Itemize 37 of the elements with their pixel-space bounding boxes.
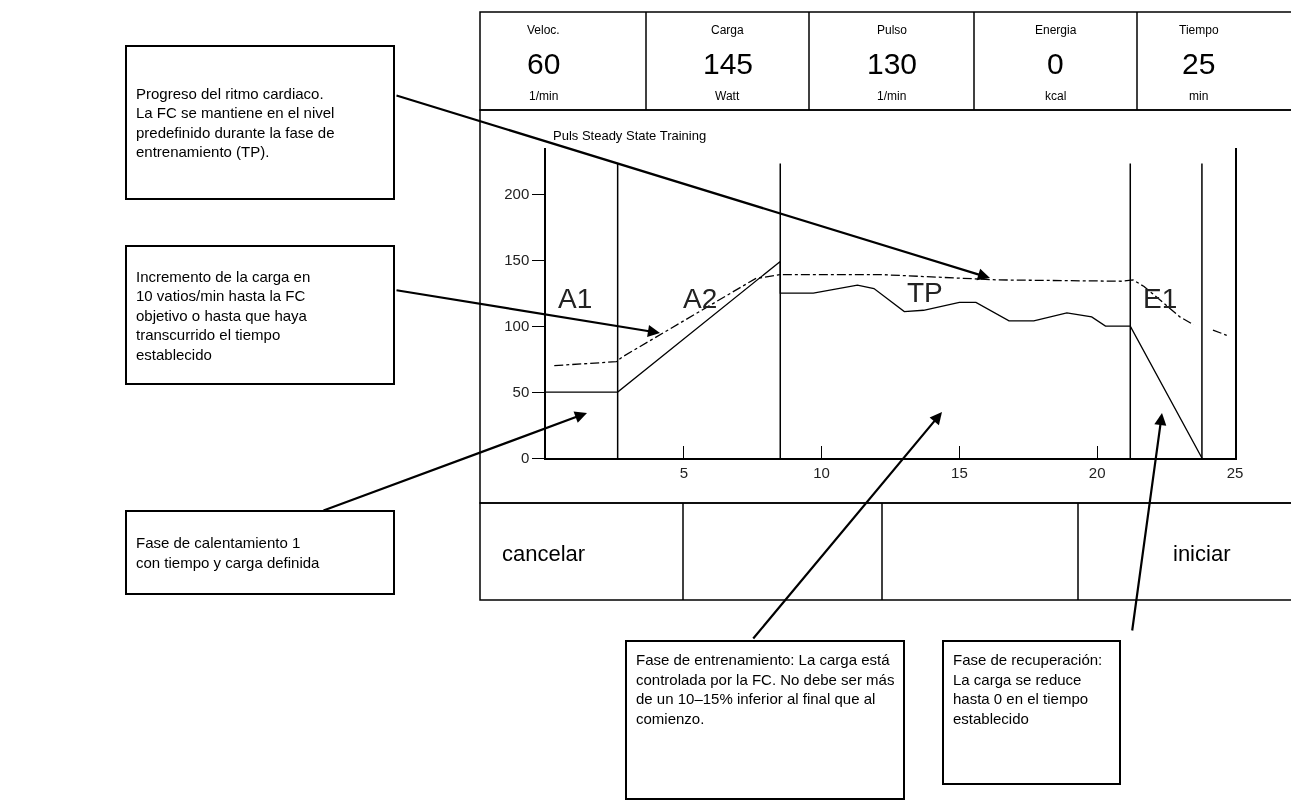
x-tick-label: 15 (951, 463, 968, 481)
text: 145 (703, 47, 754, 80)
text: 25 (1182, 47, 1216, 80)
text: Watt (715, 89, 740, 103)
text: 1/min (529, 89, 559, 103)
text: Fase de calentamiento 1 con tiempo y carga definida (136, 534, 321, 571)
text: Veloc. (527, 23, 560, 37)
text: 0 (1047, 47, 1064, 80)
y-tick-label: 150 (504, 251, 530, 269)
x-tick-label: 20 (1088, 463, 1106, 481)
x-tick-label: 10 (813, 463, 830, 481)
annotation: E1 (1143, 283, 1178, 314)
text: Fase de entrenamiento: La carga está controlada por la FC. No debe ser más de un 10–15% inferior al final que al comienzo. (636, 651, 895, 727)
text: min (1189, 89, 1209, 103)
text: Energia (1035, 23, 1077, 37)
text: Incremento de la carga en 10 vatios/min hasta la FC objetivo o hasta que haya transcurrido el tiempo establecido (136, 267, 311, 363)
text: cancelar (502, 541, 586, 566)
text: iniciar (1173, 541, 1231, 566)
text: 130 (867, 47, 918, 80)
chart-title: Puls Steady State Training (553, 127, 707, 143)
text: 1/min (877, 89, 907, 103)
annotation: TP (907, 277, 943, 308)
x-tick-label: 25 (1226, 463, 1244, 481)
text: Progreso del ritmo cardiaco. La FC se mantiene en el nivel predefinido durante la fase de entrenamiento (TP). (136, 84, 335, 161)
y-tick-label: 50 (512, 383, 530, 401)
y-tick-label: 200 (504, 185, 530, 203)
text: kcal (1045, 89, 1067, 103)
annotation: A2 (683, 283, 718, 314)
text: Tiempo (1179, 23, 1219, 37)
y-tick-label: 0 (520, 449, 530, 467)
text: Carga (711, 23, 745, 37)
text: Pulso (877, 23, 908, 37)
annotation: A1 (558, 283, 593, 314)
text: Fase de recuperación: La carga se reduce hasta 0 en el tiempo establecido (953, 651, 1103, 727)
text: 60 (527, 47, 561, 80)
y-tick-label: 100 (504, 317, 530, 335)
x-tick-label: 5 (679, 463, 688, 481)
